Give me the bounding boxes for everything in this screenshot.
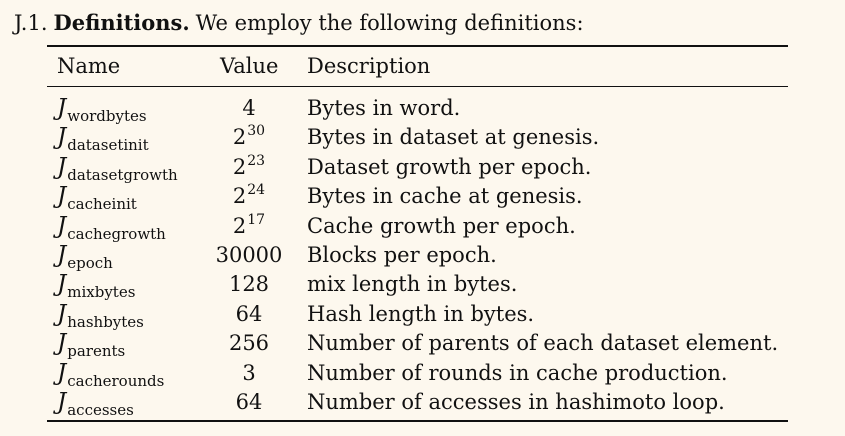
table-row: Jdatasetgrowth 223 Dataset growth per epoc… [0, 152, 845, 184]
parameter-subscript: cacherounds [67, 371, 165, 390]
parameter-symbol: J [57, 95, 67, 121]
section-intro: We employ the following definitions: [195, 11, 584, 35]
column-header-name: Name [57, 54, 121, 78]
parameter-symbol: J [57, 359, 67, 386]
parameter-description: Number of accesses in hashimoto loop. [307, 389, 725, 414]
parameter-value: 223 [214, 152, 284, 183]
parameter-value: 3 [214, 360, 284, 386]
parameter-name: Jcacheinit [57, 183, 137, 213]
parameter-description: Dataset growth per epoch. [307, 154, 592, 179]
parameter-symbol: J [57, 271, 67, 298]
parameter-subscript: wordbytes [67, 107, 147, 125]
parameter-subscript: datasetinit [67, 136, 149, 155]
parameter-name: Jepoch [57, 241, 113, 272]
definitions-table-body: Jwordbytes 4 Bytes in word. Jdatasetinit 230… [0, 95, 845, 419]
table-row: Jdatasetinit 230 Bytes in dataset at genes… [0, 123, 845, 154]
parameter-description: Number of rounds in cache production. [307, 360, 728, 385]
parameter-symbol: J [57, 183, 67, 210]
table-row: Jaccesses 64 Number of accesses in hashimo… [0, 388, 845, 419]
table-row: Jcachegrowth 217 Cache growth per epoch. [0, 211, 845, 243]
parameter-name: Jmixbytes [57, 271, 135, 301]
value-base: 2 [232, 184, 247, 209]
parameter-description: Bytes in dataset at genesis. [307, 125, 600, 150]
parameter-description: Cache growth per epoch. [307, 213, 576, 238]
parameter-description: Hash length in bytes. [307, 301, 535, 326]
parameter-value: 217 [214, 211, 284, 242]
value-exponent: 24 [247, 182, 266, 199]
value-base: 256 [228, 331, 270, 356]
parameter-subscript: hashbytes [67, 312, 144, 331]
parameter-value: 230 [214, 123, 284, 153]
parameter-value: 64 [214, 301, 284, 327]
parameter-name: Jaccesses [57, 388, 134, 419]
parameter-subscript: datasetgrowth [67, 165, 178, 184]
table-header-rule [47, 86, 788, 87]
parameter-symbol: J [57, 124, 67, 151]
value-base: 30000 [215, 242, 283, 267]
value-base: 64 [235, 301, 263, 326]
value-base: 3 [242, 360, 256, 385]
parameter-symbol: J [57, 241, 67, 268]
value-base: 2 [232, 213, 247, 238]
parameter-description: Blocks per epoch. [307, 242, 497, 267]
parameter-subscript: cachegrowth [67, 224, 166, 243]
value-base: 64 [235, 389, 263, 414]
table-row: Jepoch 30000 Blocks per epoch. [0, 241, 845, 272]
parameter-description: mix length in bytes. [307, 272, 518, 297]
parameter-name: Jdatasetinit [57, 124, 149, 154]
parameter-value: 224 [214, 182, 284, 212]
parameter-name: Jcacherounds [57, 359, 164, 390]
section-heading: J.1. Definitions. We employ the following … [14, 10, 584, 36]
parameter-name: Jcachegrowth [57, 212, 166, 243]
table-bottom-rule [47, 420, 788, 422]
table-row: Jcacherounds 3 Number of rounds in cache p… [0, 359, 845, 390]
parameter-description: Number of parents of each dataset elemen… [307, 331, 779, 356]
parameter-value: 4 [214, 95, 284, 121]
value-base: 2 [232, 125, 247, 150]
value-base: 128 [228, 272, 270, 297]
parameter-name: Jwordbytes [57, 95, 147, 125]
parameter-value: 256 [214, 330, 284, 356]
table-row: Jcacheinit 224 Bytes in cache at genesis. [0, 182, 845, 213]
table-row: Jmixbytes 128 mix length in bytes. [0, 271, 845, 301]
parameter-value: 64 [214, 389, 284, 415]
parameter-symbol: J [57, 330, 67, 357]
value-exponent: 23 [247, 152, 266, 169]
parameter-symbol: J [57, 300, 67, 327]
value-exponent: 17 [247, 211, 266, 228]
table-row: Jwordbytes 4 Bytes in word. [0, 95, 845, 125]
parameter-symbol: J [57, 388, 67, 415]
column-header-description: Description [307, 54, 431, 78]
parameter-subscript: mixbytes [67, 283, 136, 302]
parameter-description: Bytes in cache at genesis. [307, 184, 583, 209]
table-row: Jhashbytes 64 Hash length in bytes. [0, 300, 845, 331]
table-row: Jparents 256 Number of parents of each dat… [0, 330, 845, 360]
table-top-rule [47, 45, 788, 47]
value-base: 4 [242, 96, 256, 120]
parameter-subscript: parents [67, 342, 126, 361]
value-exponent: 30 [247, 123, 266, 140]
parameter-symbol: J [57, 212, 67, 239]
parameter-subscript: accesses [67, 400, 134, 419]
parameter-name: Jdatasetgrowth [57, 153, 178, 184]
value-base: 2 [232, 154, 247, 179]
section-number: J.1. [14, 11, 48, 35]
column-header-value: Value [220, 54, 279, 78]
parameter-value: 30000 [214, 242, 284, 268]
parameter-name: Jparents [57, 330, 125, 360]
parameter-value: 128 [214, 271, 284, 297]
parameter-description: Bytes in word. [307, 96, 461, 120]
parameter-name: Jhashbytes [57, 300, 144, 331]
parameter-subscript: epoch [67, 253, 113, 272]
parameter-subscript: cacheinit [67, 195, 137, 214]
section-title: Definitions. [53, 10, 190, 35]
parameter-symbol: J [57, 153, 67, 180]
